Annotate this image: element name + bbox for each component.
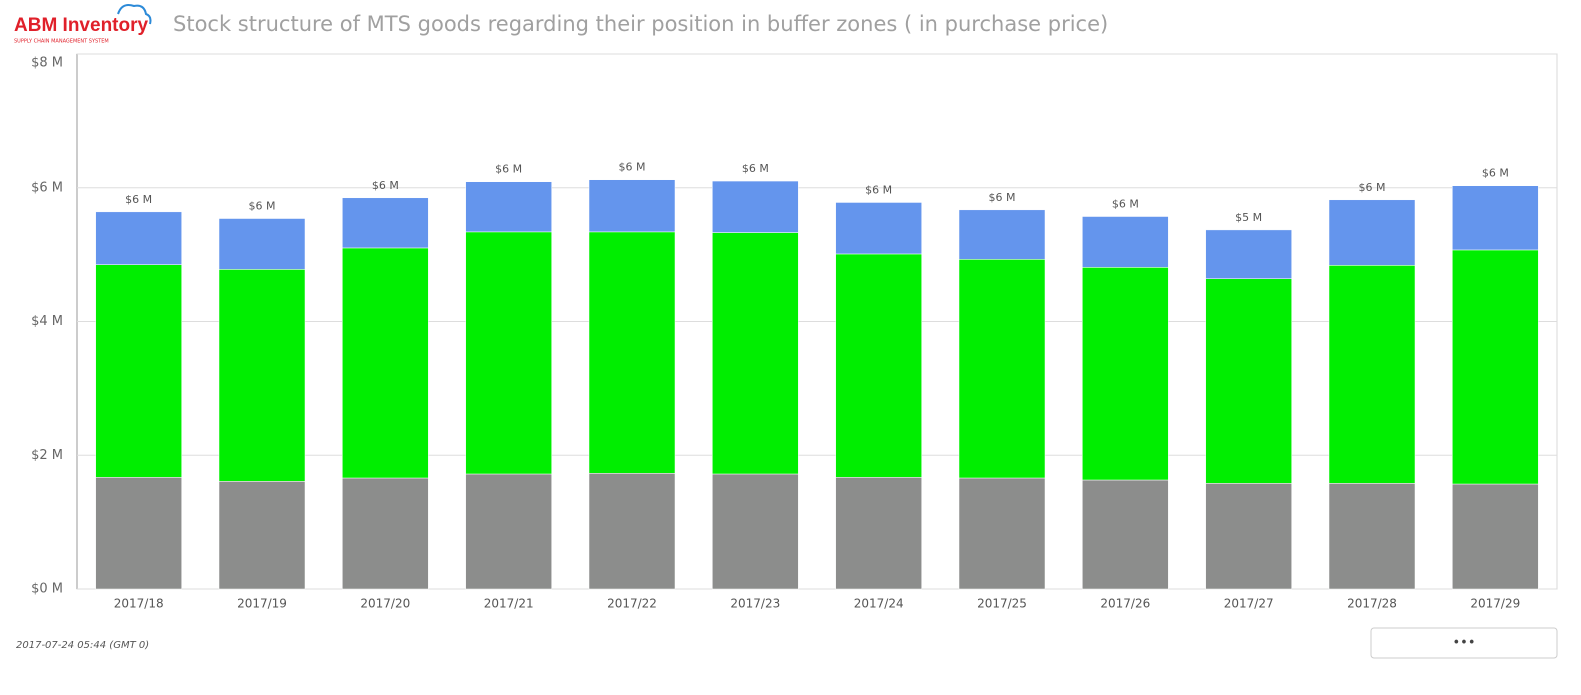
y-tick-label: $6 M [31,180,63,195]
bar-segment [95,264,182,478]
bar-segment [342,247,429,479]
bar-segment [1328,483,1416,590]
bar-segment [1452,249,1539,485]
bar-segment [1452,185,1539,251]
logo-cloud [117,4,152,25]
bar-segment [588,231,676,474]
bar-segment [1082,216,1169,268]
bar-segment [1082,267,1169,481]
total-label: $6 M [1359,181,1386,194]
bar-segment [1205,229,1292,279]
bar-segment [958,209,1046,260]
bar-segment [1328,199,1416,266]
bar-segment [465,231,552,475]
logo-subtitle: SUPPLY CHAIN MANAGEMENT SYSTEM [14,39,109,45]
total-label: $6 M [1112,198,1139,211]
bar-segment [1205,278,1292,484]
total-label: $6 M [619,161,646,174]
total-label: $6 M [742,162,769,175]
x-tick-label: 2017/23 [730,597,780,611]
bar-segment [588,179,676,233]
bar-segment [588,473,676,590]
y-tick-label: $8 M [31,56,63,71]
bar-segment [1205,483,1292,590]
x-tick-label: 2017/18 [114,597,164,611]
x-tick-label: 2017/27 [1224,597,1274,611]
bar-segment [218,269,306,482]
x-tick-label: 2017/26 [1100,597,1150,611]
y-tick-label: $4 M [31,314,63,329]
bar-segment [712,473,799,590]
x-tick-label: 2017/24 [854,597,904,611]
menu-button[interactable] [1370,627,1558,659]
menu-button-label[interactable]: ••• [1452,636,1475,651]
bar-segment [835,202,922,255]
bar-segment [1082,479,1169,590]
bar-segment [1328,265,1416,484]
bar-segment [465,181,552,233]
bar-segment [712,232,799,475]
bar-segment [835,253,922,478]
total-label: $6 M [495,163,522,176]
x-tick-label: 2017/25 [977,597,1027,611]
total-label: $6 M [989,191,1016,204]
bar-segment [218,218,306,270]
logo: ABM Inventory [14,15,149,36]
bar-segment [958,477,1046,590]
bar-segment [342,477,429,590]
bar-segment [835,477,922,590]
total-label: $6 M [125,193,152,206]
total-label: $6 M [372,179,399,192]
total-label: $6 M [249,200,276,213]
y-tick-label: $0 M [31,582,63,597]
bar-segment [1452,483,1539,590]
bar-segment [218,481,306,590]
total-label: $6 M [1482,167,1509,180]
bar-segment [465,473,552,590]
x-tick-label: 2017/21 [484,597,534,611]
timestamp: 2017-07-24 05:44 (GMT 0) [16,640,149,651]
bar-segment [342,197,429,249]
x-tick-label: 2017/20 [360,597,410,611]
bar-segment [712,180,799,233]
total-label: $6 M [865,183,892,196]
bar-segment [95,477,182,590]
bar-segment [95,211,182,265]
x-tick-label: 2017/28 [1347,597,1397,611]
bar-segment [958,259,1046,479]
total-label: $5 M [1235,211,1262,224]
x-tick-label: 2017/22 [607,597,657,611]
y-tick-label: $2 M [31,448,63,463]
x-tick-label: 2017/19 [237,597,287,611]
x-tick-label: 2017/29 [1470,597,1520,611]
chart-title: Stock structure of MTS goods regarding t… [173,12,1108,36]
